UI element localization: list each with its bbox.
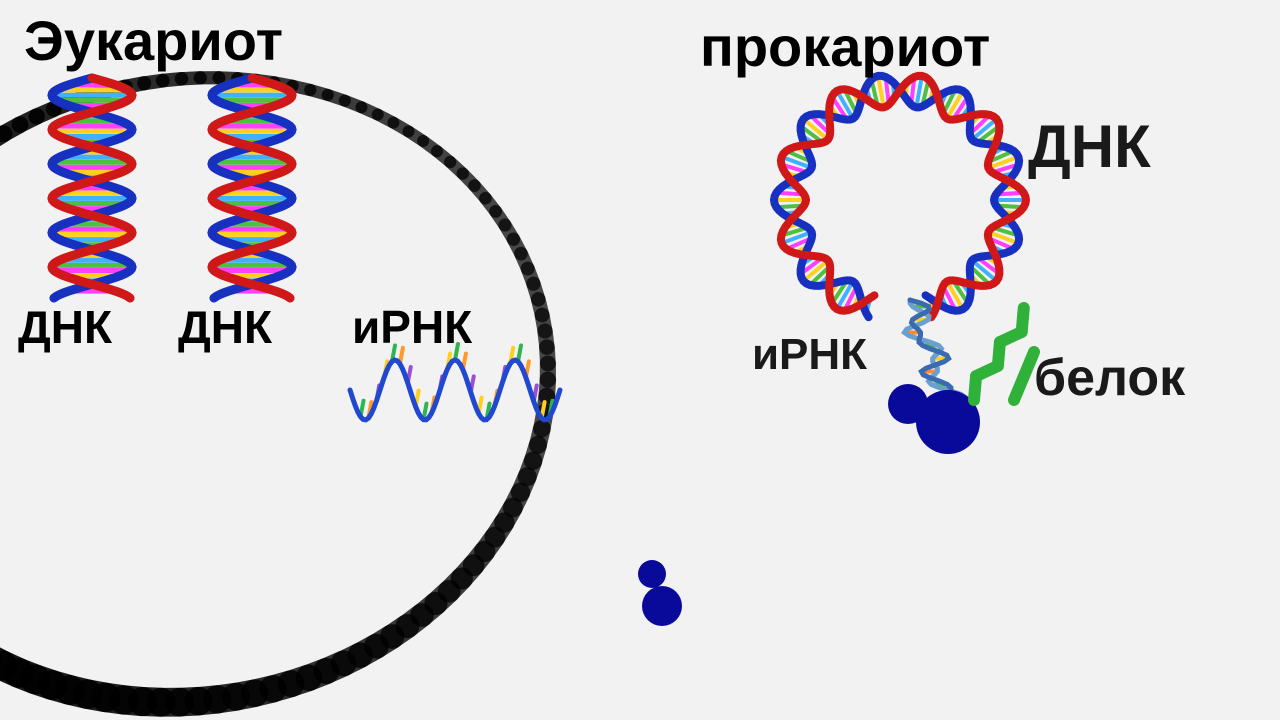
protein-label: белок <box>1034 348 1185 408</box>
mrna-label-right: иРНК <box>752 330 867 380</box>
mrna-label-left: иРНК <box>352 300 472 354</box>
dna-label-right: ДНК <box>1028 112 1151 181</box>
protein-slash <box>1014 352 1034 400</box>
ribosome-free-1-small <box>638 560 666 588</box>
eukaryote-title: Эукариот <box>24 8 283 73</box>
ribosome-free-1-large <box>642 586 682 626</box>
dna-label-1: ДНК <box>18 300 112 354</box>
prokaryote-title: прокариот <box>700 14 990 79</box>
dna-helix-2 <box>212 78 292 298</box>
circular-dna <box>774 76 1026 317</box>
mrna-left <box>350 344 560 420</box>
diagram-canvas: Эукариот прокариот ДНК ДНК иРНК ДНК иРНК… <box>0 0 1280 720</box>
dna-label-2: ДНК <box>178 300 272 354</box>
